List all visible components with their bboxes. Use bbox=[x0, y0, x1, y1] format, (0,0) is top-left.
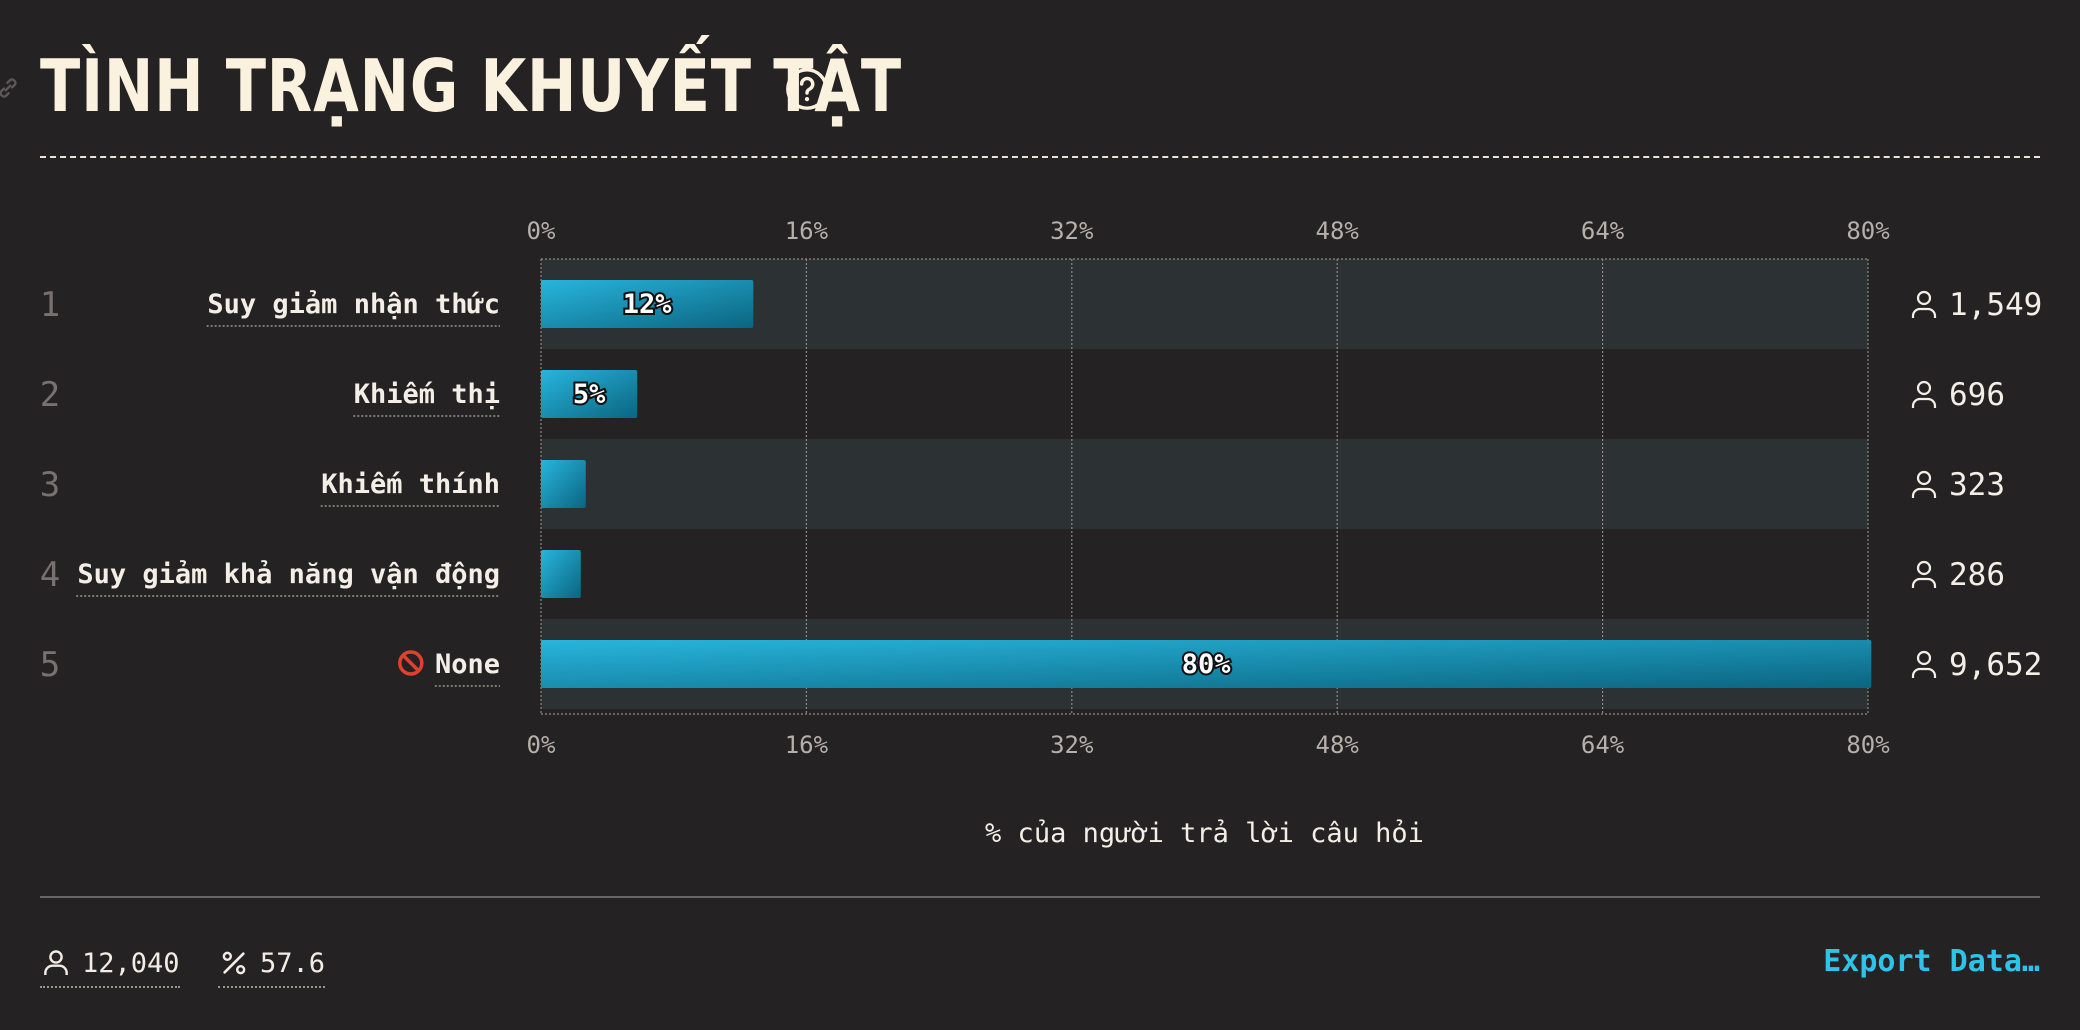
x-tick-label-bottom: 32% bbox=[1050, 731, 1094, 759]
x-tick-label-top: 64% bbox=[1581, 217, 1625, 245]
bar bbox=[541, 550, 581, 598]
title-divider bbox=[40, 156, 2040, 158]
bar bbox=[541, 640, 1872, 688]
person-icon bbox=[1911, 560, 1937, 588]
bar-value-label: 80% bbox=[1182, 649, 1232, 680]
percent-value: 57.6 bbox=[260, 947, 326, 979]
person-icon bbox=[1911, 290, 1937, 318]
respondents-value: 12,040 bbox=[82, 947, 180, 979]
x-tick-label-top: 80% bbox=[1846, 217, 1890, 245]
x-tick-label-top: 48% bbox=[1316, 217, 1360, 245]
respondent-count: 696 bbox=[1949, 377, 2005, 413]
person-icon bbox=[1911, 380, 1937, 408]
person-icon bbox=[44, 950, 68, 975]
x-tick-label-top: 16% bbox=[785, 217, 829, 245]
link-icon[interactable] bbox=[0, 74, 22, 102]
category-label: None bbox=[435, 649, 500, 680]
x-tick-label-bottom: 64% bbox=[1581, 731, 1625, 759]
row-band bbox=[541, 259, 1868, 349]
x-tick-label-bottom: 16% bbox=[785, 731, 829, 759]
person-icon bbox=[1911, 650, 1937, 678]
respondent-count: 9,652 bbox=[1949, 647, 2042, 683]
x-tick-label-bottom: 48% bbox=[1316, 731, 1360, 759]
x-tick-label-top: 32% bbox=[1050, 217, 1094, 245]
rank-number: 4 bbox=[40, 555, 60, 595]
no-entry-icon bbox=[398, 650, 424, 676]
bar bbox=[541, 280, 754, 328]
x-tick-label-bottom: 80% bbox=[1846, 731, 1890, 759]
category-label: Khiếm thính bbox=[321, 469, 500, 500]
rank-number: 2 bbox=[40, 375, 60, 415]
no-entry-icon-stroke bbox=[402, 654, 420, 672]
category-label: Khiếm thị bbox=[354, 379, 500, 410]
rank-number: 1 bbox=[40, 285, 60, 325]
bar-chart: 0% 0% 16% 16% 32% 32% 48% 48% 64% 64% 80% 80% 1 Suy g… bbox=[40, 217, 2043, 849]
x-axis-title: % của người trả lời câu hỏi bbox=[985, 818, 1424, 849]
category-label: Suy giảm nhận thức bbox=[207, 289, 500, 320]
rank-number: 3 bbox=[40, 465, 60, 505]
bar-value-label: 12% bbox=[623, 289, 673, 320]
percent-stat[interactable]: 57.6 bbox=[218, 942, 326, 988]
x-tick-label-bottom: 0% bbox=[527, 731, 556, 759]
respondent-count: 286 bbox=[1949, 557, 2005, 593]
x-tick-label-top: 0% bbox=[527, 217, 556, 245]
bar bbox=[541, 370, 638, 418]
respondents-stat[interactable]: 12,040 bbox=[40, 942, 180, 988]
bar bbox=[541, 460, 586, 508]
rank-number: 5 bbox=[40, 645, 60, 685]
bar-value-label: 5% bbox=[573, 379, 606, 410]
help-icon[interactable] bbox=[784, 66, 830, 112]
page-title: TÌNH TRẠNG KHUYẾT TẬT bbox=[40, 44, 902, 128]
category-label: Suy giảm khả năng vận động bbox=[77, 559, 500, 590]
respondent-count: 323 bbox=[1949, 467, 2005, 503]
percent-icon bbox=[222, 951, 246, 975]
footer-divider bbox=[40, 896, 2040, 898]
person-icon bbox=[1911, 470, 1937, 498]
export-data-link[interactable]: Export Data… bbox=[1823, 944, 2040, 979]
row-band bbox=[541, 439, 1868, 529]
respondent-count: 1,549 bbox=[1949, 287, 2042, 323]
